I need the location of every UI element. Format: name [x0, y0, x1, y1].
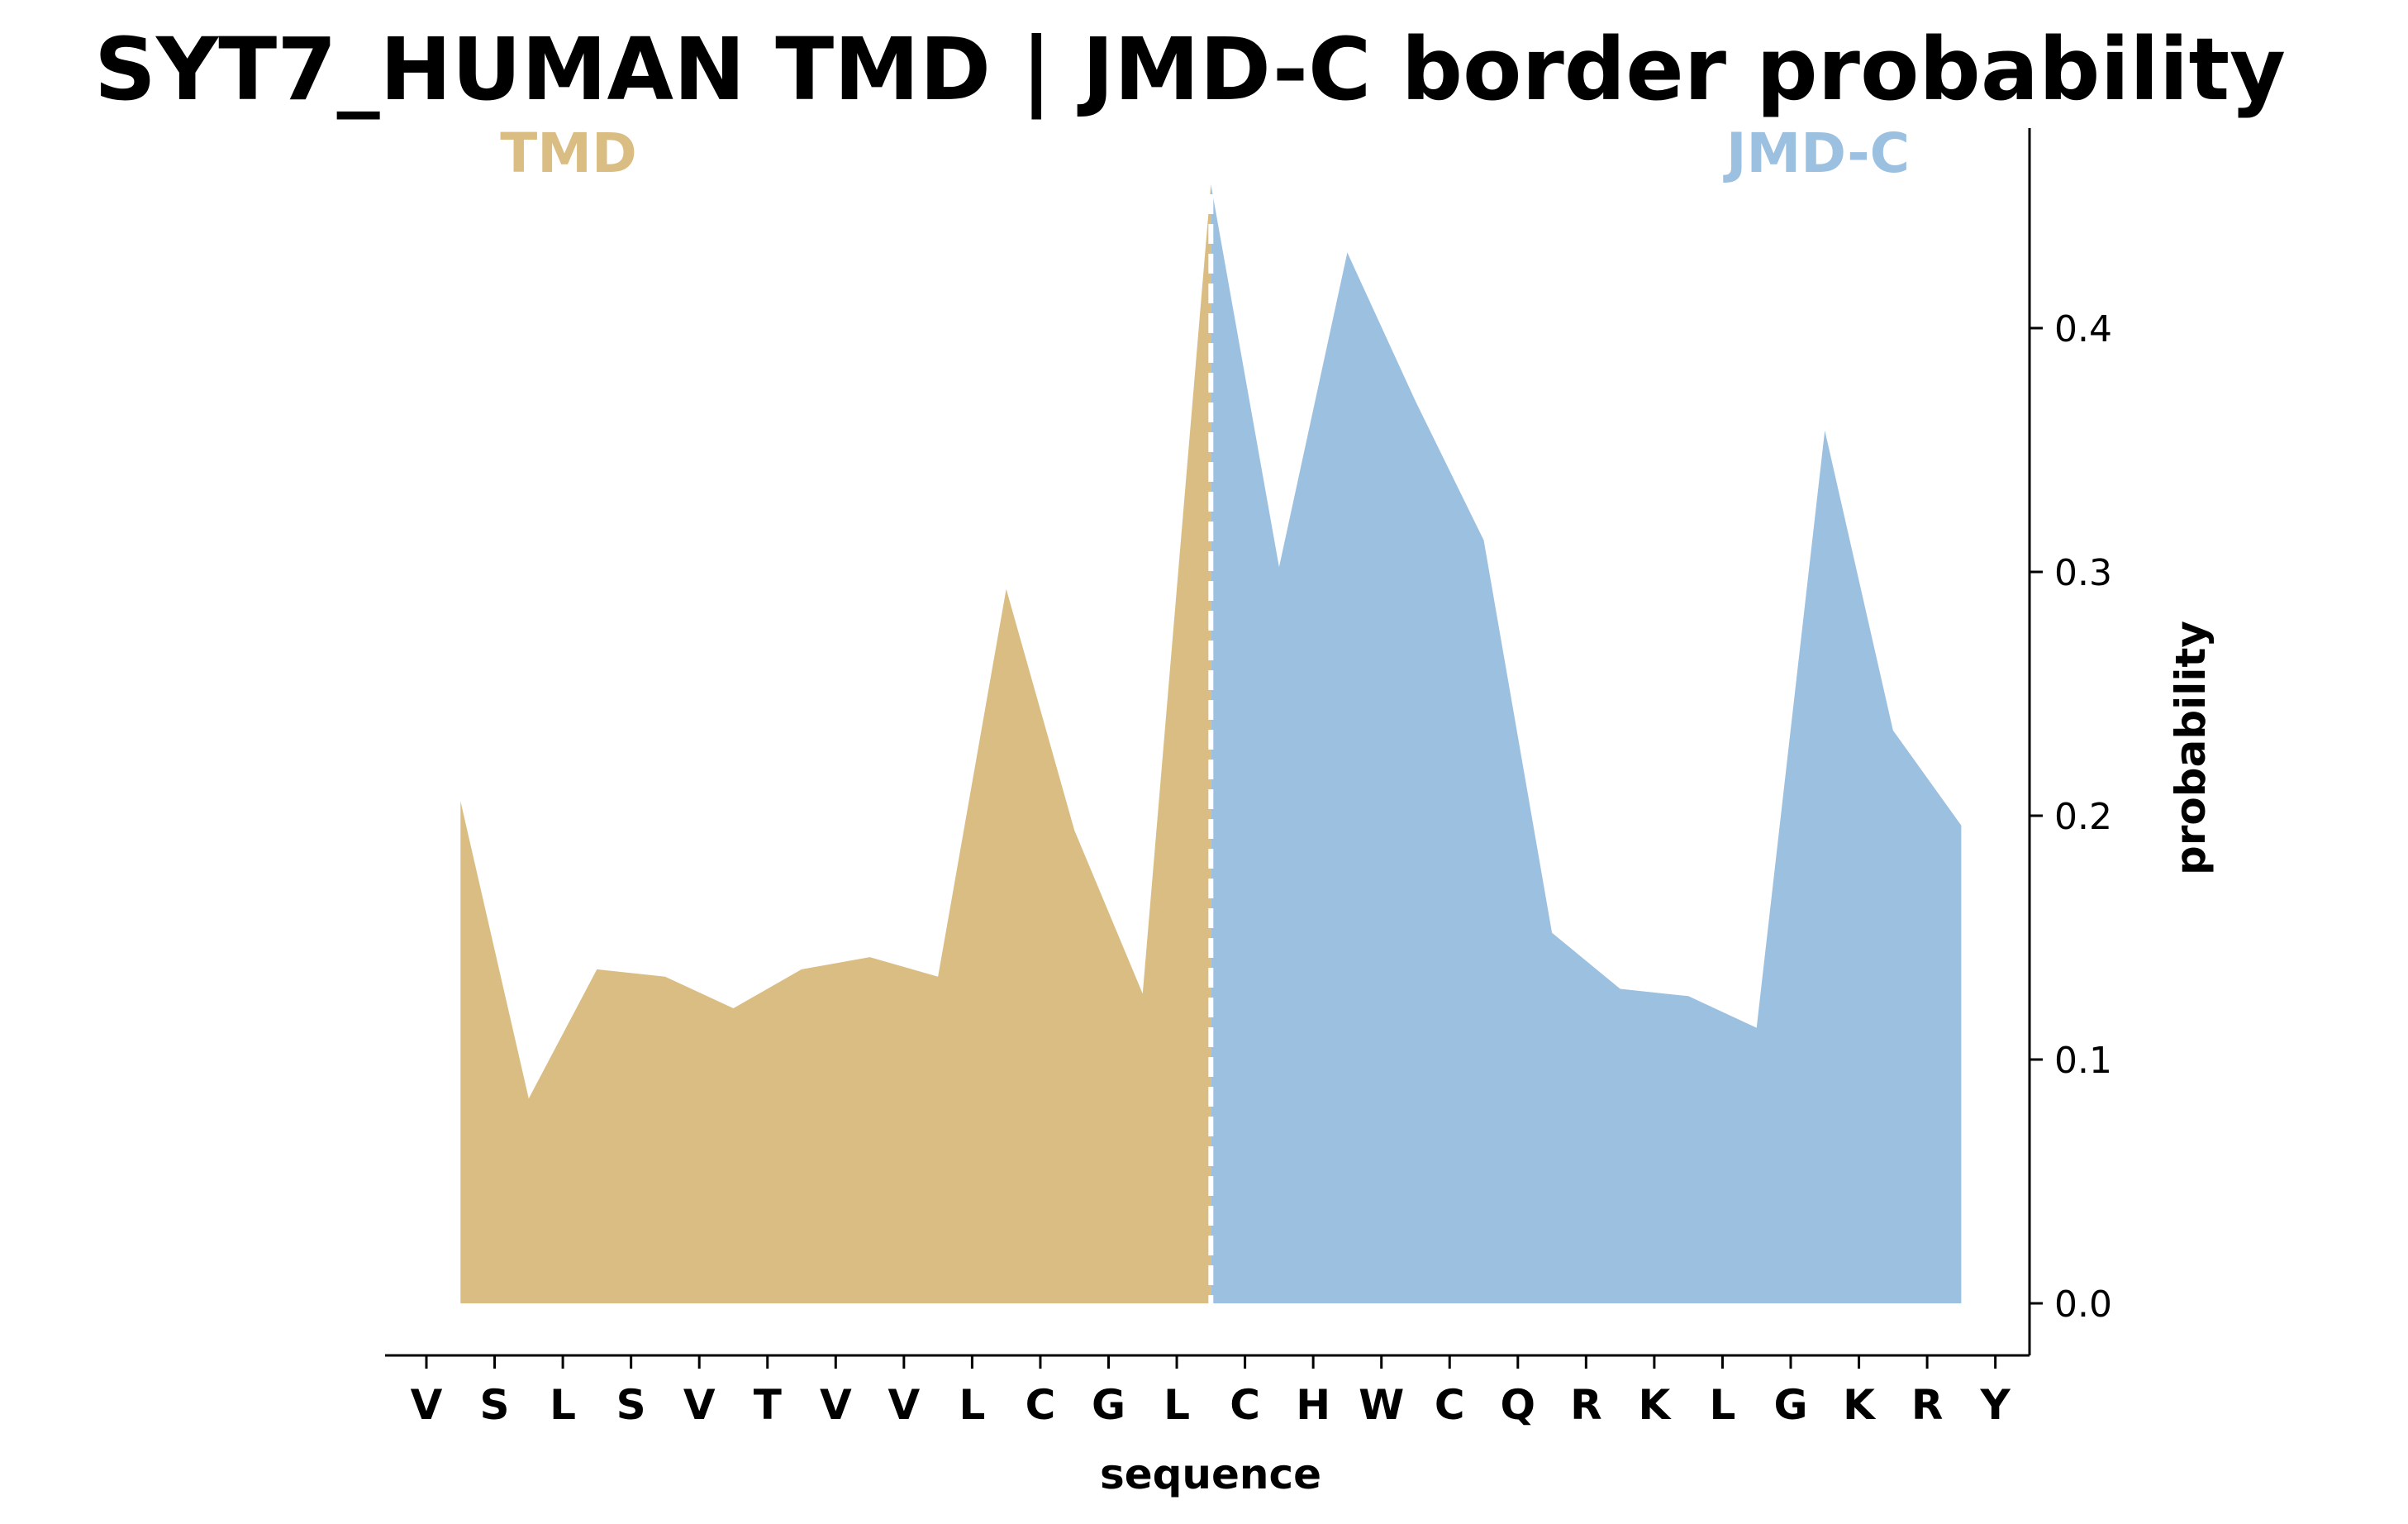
x-tick-label: K — [1843, 1381, 1877, 1429]
x-tick-label: C — [1435, 1381, 1465, 1429]
x-tick-label: V — [683, 1381, 716, 1429]
axes: V S L S V T V V L C G L C H W C Q R K L G K R Y0.00.10.20.30.4 — [385, 128, 2112, 1429]
x-tick-label: L — [1164, 1381, 1190, 1429]
x-tick-label: K — [1639, 1381, 1673, 1429]
area-jmd-c — [1211, 183, 1962, 1304]
y-axis-label: probability — [2167, 621, 2215, 875]
x-tick-label: S — [480, 1381, 510, 1429]
x-tick-label: G — [1092, 1381, 1125, 1429]
x-tick-label: R — [1570, 1381, 1602, 1429]
y-tick-label: 0.2 — [2054, 796, 2112, 838]
chart-title: SYT7_HUMAN TMD | JMD-C border probabilit… — [94, 19, 2286, 120]
y-tick-label: 0.4 — [2054, 308, 2112, 350]
x-tick-label: V — [411, 1381, 443, 1429]
x-tick-label: S — [616, 1381, 646, 1429]
x-tick-label: G — [1773, 1381, 1807, 1429]
area-layer — [460, 183, 1962, 1304]
y-tick-label: 0.1 — [2054, 1040, 2112, 1082]
x-tick-label: Y — [1980, 1381, 2011, 1429]
x-tick-label: C — [1026, 1381, 1056, 1429]
x-tick-label: Q — [1501, 1381, 1536, 1429]
x-tick-label: H — [1296, 1381, 1330, 1429]
x-tick-label: L — [1710, 1381, 1736, 1429]
area-tmd — [460, 183, 1211, 1304]
x-tick-label: W — [1359, 1381, 1404, 1429]
x-tick-label: V — [888, 1381, 920, 1429]
y-tick-label: 0.0 — [2054, 1283, 2112, 1326]
x-tick-label: L — [550, 1381, 576, 1429]
x-axis-label: sequence — [1100, 1450, 1321, 1498]
y-tick-label: 0.3 — [2054, 552, 2112, 594]
region-labels: TMD JMD-C — [500, 121, 1910, 185]
region-label-jmd-c: JMD-C — [1723, 121, 1910, 185]
x-tick-label: L — [959, 1381, 985, 1429]
x-tick-label: T — [754, 1381, 782, 1429]
x-tick-label: R — [1911, 1381, 1944, 1429]
x-tick-label: C — [1230, 1381, 1260, 1429]
region-label-tmd: TMD — [500, 121, 636, 185]
x-tick-label: V — [820, 1381, 852, 1429]
